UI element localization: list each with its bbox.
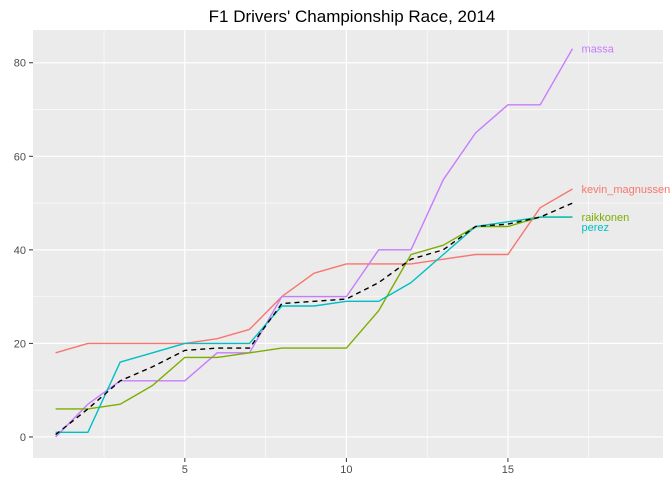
y-tick-label: 80 (14, 58, 26, 70)
x-tick-label: 5 (182, 464, 188, 476)
series-label-massa: massa (582, 44, 615, 56)
series-lines (55, 48, 574, 438)
tick-labels: 5 10 15 0 20 40 60 80 (14, 58, 514, 476)
x-tick-label: 10 (340, 464, 352, 476)
y-tick-label: 0 (20, 432, 26, 444)
series-line-massa (55, 48, 574, 438)
x-tick-label: 15 (502, 464, 514, 476)
plot-panel (33, 30, 663, 458)
axis-ticks (29, 62, 509, 462)
series-label-kevin_magnussen: kevin_magnussen (582, 184, 671, 196)
series-line-raikkonen (55, 216, 573, 410)
series-label-perez: perez (582, 222, 610, 234)
average-line (55, 202, 573, 436)
y-tick-label: 20 (14, 338, 26, 350)
series-label-raikkonen: raikkonen (582, 212, 630, 224)
chart-title: F1 Drivers' Championship Race, 2014 (209, 7, 496, 26)
minor-gridlines (33, 30, 663, 458)
y-tick-label: 40 (14, 245, 26, 257)
series-line-kevin_magnussen (55, 188, 573, 354)
y-tick-label: 60 (14, 151, 26, 163)
series-line-perez (55, 216, 573, 433)
average-dashed-line (55, 202, 573, 436)
major-gridlines (33, 30, 663, 458)
